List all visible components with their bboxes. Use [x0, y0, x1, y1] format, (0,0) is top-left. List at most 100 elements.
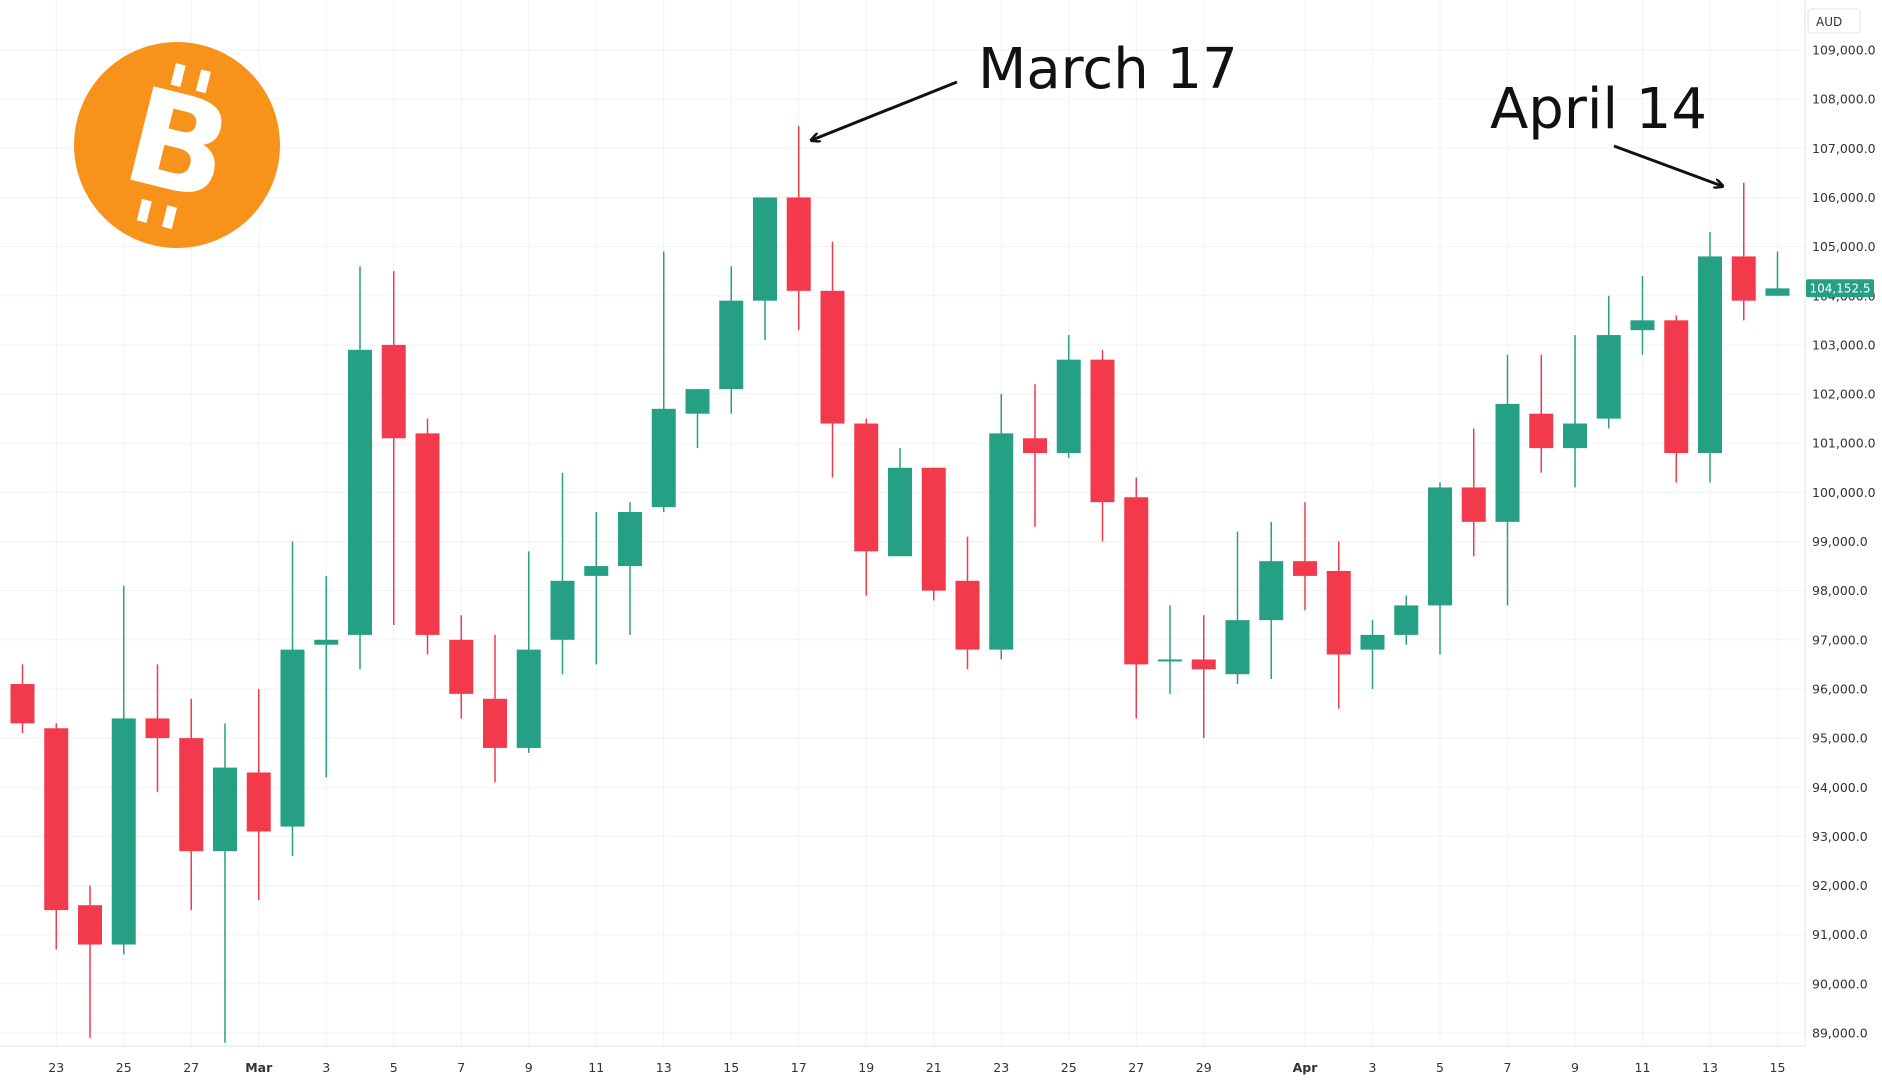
candle-down[interactable]: [44, 723, 69, 950]
price-axis[interactable]: AUD 89,000.0 90,000.0 91,000.0 92,000.0 93,0…: [1804, 0, 1876, 1045]
candle-up[interactable]: [1765, 251, 1790, 296]
candle-body: [1225, 620, 1250, 675]
candle-down[interactable]: [483, 634, 507, 783]
candle-up[interactable]: [1698, 231, 1722, 483]
candle-body: [179, 738, 204, 852]
candle-down[interactable]: [1326, 541, 1351, 709]
candle-down[interactable]: [820, 241, 845, 478]
candle-body: [786, 197, 811, 291]
candle-up[interactable]: [213, 723, 237, 1043]
candle-body: [685, 389, 710, 414]
y-tick-label: 98,000.0: [1812, 583, 1868, 598]
last-price-label: 104,152.5: [1809, 281, 1870, 295]
candle-down[interactable]: [1664, 315, 1689, 483]
candle-up[interactable]: [989, 394, 1014, 660]
candle-down[interactable]: [1293, 502, 1317, 611]
candle-up[interactable]: [516, 551, 541, 753]
candle-up[interactable]: [1428, 482, 1452, 655]
candle-down[interactable]: [1090, 349, 1115, 542]
candle-down[interactable]: [1023, 384, 1047, 527]
candle-body: [1360, 634, 1385, 650]
candle-down[interactable]: [1191, 615, 1216, 739]
time-axis[interactable]: 23 25 27 Mar 3 5 7 9 11 13 15 17 19 21 23 25 27 29 Apr 3 5 7 9…: [0, 1045, 1805, 1075]
currency-box[interactable]: [1807, 8, 1861, 34]
candle-up[interactable]: [1225, 531, 1250, 685]
candle-up[interactable]: [1495, 354, 1520, 606]
candle-body: [213, 767, 237, 852]
candle-up[interactable]: [1158, 605, 1182, 694]
candle-up[interactable]: [685, 389, 710, 449]
annotation: April 14: [1490, 77, 1722, 186]
candle-body: [1056, 359, 1081, 454]
candle-up[interactable]: [888, 448, 912, 557]
bitcoin-stroke-bottom-right: [162, 205, 178, 230]
candle-body: [618, 512, 642, 567]
y-tick-label: 94,000.0: [1812, 780, 1868, 795]
candle-up[interactable]: [753, 197, 777, 340]
candle-body: [1124, 497, 1149, 665]
candle-up[interactable]: [1056, 335, 1081, 458]
candle-down[interactable]: [145, 664, 170, 793]
candle-body: [1158, 659, 1182, 662]
candle-down[interactable]: [1529, 354, 1554, 473]
candle-down[interactable]: [10, 664, 35, 734]
candle-up[interactable]: [314, 575, 339, 778]
candle-down[interactable]: [1124, 477, 1149, 719]
candle-up[interactable]: [1630, 276, 1655, 355]
x-tick-label: 21: [926, 1060, 942, 1075]
candle-up[interactable]: [719, 266, 744, 414]
candle-up[interactable]: [280, 541, 305, 857]
candle-down[interactable]: [449, 615, 474, 719]
y-tick-label: 93,000.0: [1812, 829, 1868, 844]
x-tick-label: 5: [390, 1060, 398, 1075]
candle-body: [753, 197, 777, 301]
candle-up[interactable]: [618, 502, 642, 635]
candle-up[interactable]: [550, 472, 575, 675]
x-tick-label: 7: [1504, 1060, 1512, 1075]
x-tick-label: 19: [858, 1060, 874, 1075]
candle-up[interactable]: [111, 585, 136, 955]
y-tick-label: 91,000.0: [1812, 927, 1868, 942]
candle-down[interactable]: [1461, 428, 1486, 557]
x-tick-label: 25: [1061, 1060, 1077, 1075]
candle-down[interactable]: [246, 688, 271, 901]
candle-down[interactable]: [921, 467, 946, 601]
annotation-arrow: [1613, 144, 1722, 186]
candle-up[interactable]: [651, 251, 676, 513]
y-tick-label: 96,000.0: [1812, 681, 1868, 696]
candle-body: [483, 698, 507, 748]
candle-body: [1293, 561, 1317, 576]
candle-down[interactable]: [179, 698, 204, 911]
candle-down[interactable]: [78, 885, 102, 1038]
currency-label: AUD: [1816, 15, 1842, 29]
candle-up[interactable]: [584, 512, 609, 665]
x-tick-label: 9: [1571, 1060, 1579, 1075]
y-tick-label: 108,000.0: [1812, 92, 1876, 107]
candle-down[interactable]: [854, 418, 879, 596]
candle-down[interactable]: [381, 271, 406, 626]
candle-body: [246, 772, 271, 832]
candle-down[interactable]: [415, 418, 440, 655]
candle-body: [1563, 423, 1587, 449]
candle-up[interactable]: [1360, 620, 1385, 689]
candle-up[interactable]: [348, 266, 372, 670]
candle-body: [1765, 288, 1790, 296]
candle-down[interactable]: [955, 536, 980, 670]
candle-up[interactable]: [1563, 335, 1587, 488]
candle-up[interactable]: [1596, 295, 1621, 429]
candle-body: [1630, 320, 1655, 331]
candle-up[interactable]: [1259, 521, 1284, 680]
candle-up[interactable]: [1394, 595, 1419, 645]
x-tick-label: 5: [1436, 1060, 1444, 1075]
candle-body: [516, 649, 541, 748]
annotations: March 17 April 14: [812, 37, 1722, 186]
candles[interactable]: [10, 126, 1790, 1043]
candle-down[interactable]: [786, 126, 811, 331]
candle-down[interactable]: [1731, 182, 1756, 321]
y-tick-label: 102,000.0: [1812, 387, 1876, 402]
x-tick-label: 7: [457, 1060, 465, 1075]
x-tick-label: 11: [588, 1060, 604, 1075]
x-tick-label: 15: [723, 1060, 739, 1075]
candle-body: [550, 580, 575, 640]
